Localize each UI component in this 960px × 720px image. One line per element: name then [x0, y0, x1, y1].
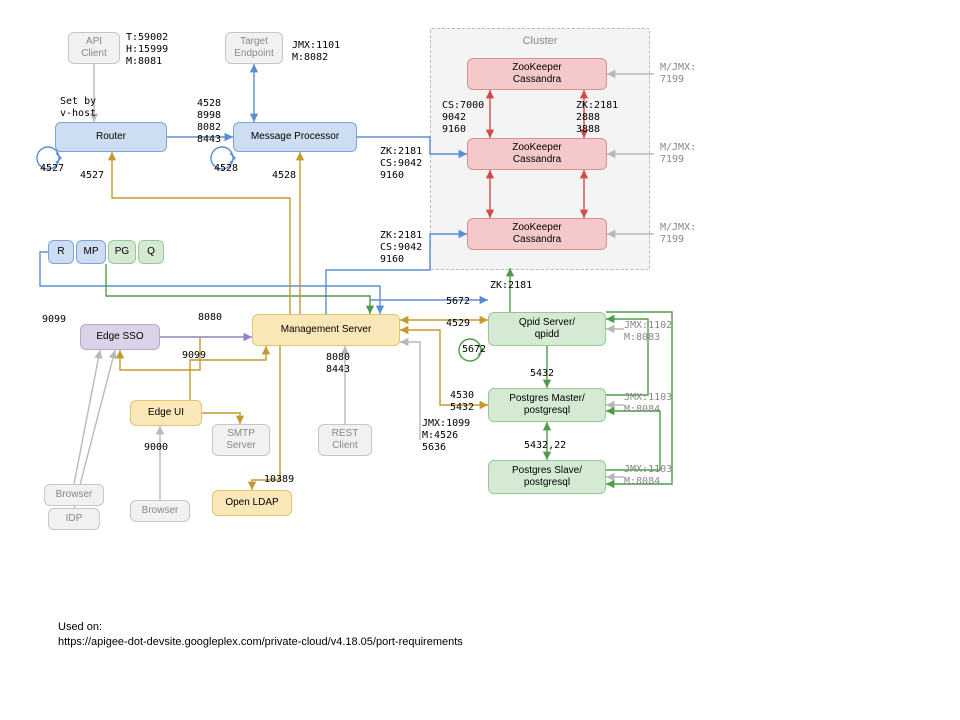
label-p_mjmx3: M/JMX: 7199 [660, 222, 696, 246]
node-idp: IDP [48, 508, 100, 530]
label-p_mjmx2: M/JMX: 7199 [660, 142, 696, 166]
node-chip_pg: PG [108, 240, 136, 264]
label-p_sloop4527: 4527 [40, 163, 64, 175]
label-p_jmx1103a: JMX:1103 M:8084 [624, 392, 672, 416]
node-pg_slave: Postgres Slave/postgresql [488, 460, 606, 494]
label-p_8080: 8080 [198, 312, 222, 324]
label-p_9099a: 9099 [42, 314, 66, 326]
cluster-title: Cluster [431, 35, 649, 47]
label-p_mjmx1: M/JMX: 7199 [660, 62, 696, 86]
node-smtp: SMTPServer [212, 424, 270, 456]
label-p_jmx1099: JMX:1099 M:4526 5636 [422, 418, 470, 454]
label-p_4529: 4529 [446, 318, 470, 330]
node-chip_mp: MP [76, 240, 106, 264]
footer-line2: https://apigee-dot-devsite.googleplex.co… [58, 636, 463, 648]
label-p_api: T:59002 H:15999 M:8081 [126, 32, 168, 68]
node-chip_r: R [48, 240, 74, 264]
label-p_msgports: 4528 8998 8082 8443 [197, 98, 221, 146]
label-p_sloop4528: 4528 [214, 163, 238, 175]
node-zk1: ZooKeeperCassandra [467, 58, 607, 90]
label-p_5672: 5672 [446, 296, 470, 308]
node-target_ep: TargetEndpoint [225, 32, 283, 64]
label-p_4530: 4530 5432 [450, 390, 474, 414]
node-browser1: Browser [44, 484, 104, 506]
node-rest: RESTClient [318, 424, 372, 456]
label-p_jmx1102: JMX:1102 M:8083 [624, 320, 672, 344]
node-zk3: ZooKeeperCassandra [467, 218, 607, 250]
label-p_4528a: 4528 [272, 170, 296, 182]
label-p_9099b: 9099 [182, 350, 206, 362]
label-p_10389: 10389 [264, 474, 294, 486]
node-ldap: Open LDAP [212, 490, 292, 516]
node-chip_q: Q [138, 240, 164, 264]
label-p_zk2181: ZK:2181 2888 3888 [576, 100, 618, 136]
node-mgmt: Management Server [252, 314, 400, 346]
label-p_cs7000: CS:7000 9042 9160 [442, 100, 484, 136]
label-p_543222: 5432,22 [524, 440, 566, 452]
node-router: Router [55, 122, 167, 152]
node-edge_ui: Edge UI [130, 400, 202, 426]
label-p_vhost: Set by v-host [60, 96, 96, 120]
label-p_zkcs1: ZK:2181 CS:9042 9160 [380, 146, 422, 182]
node-zk2: ZooKeeperCassandra [467, 138, 607, 170]
label-p_5432a: 5432 [530, 368, 554, 380]
node-browser2: Browser [130, 500, 190, 522]
footer-note: Used on: https://apigee-dot-devsite.goog… [58, 620, 463, 651]
label-p_9000: 9000 [144, 442, 168, 454]
label-p_jmx1103b: JMX:1103 M:8084 [624, 464, 672, 488]
node-msgproc: Message Processor [233, 122, 357, 152]
node-edge_sso: Edge SSO [80, 324, 160, 350]
node-pg_master: Postgres Master/postgresql [488, 388, 606, 422]
label-p_zk2181b: ZK:2181 [490, 280, 532, 292]
label-p_jmx1101: JMX:1101 M:8082 [292, 40, 340, 64]
label-p_80808443: 8080 8443 [326, 352, 350, 376]
node-api_client: APIClient [68, 32, 120, 64]
footer-line1: Used on: [58, 621, 102, 633]
label-p_zkcs2: ZK:2181 CS:9042 9160 [380, 230, 422, 266]
label-p_sloop5672: 5672 [462, 344, 486, 356]
node-qpid: Qpid Server/qpidd [488, 312, 606, 346]
label-p_4527a: 4527 [80, 170, 104, 182]
